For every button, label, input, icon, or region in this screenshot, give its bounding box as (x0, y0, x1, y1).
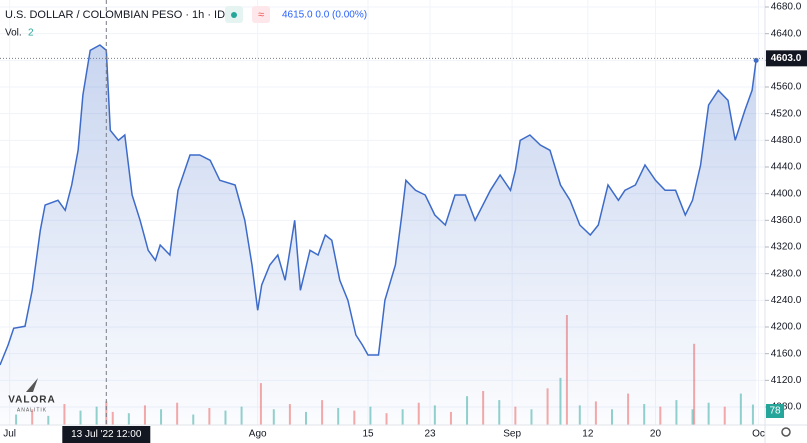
watermark-text: VALORA (8, 395, 55, 406)
last-price-bg (766, 50, 807, 67)
icon: ≈ (258, 9, 264, 21)
axes: 4080.0 4120.0 4160.0 4200.0 4240.0 4280.0 4320… (3, 2, 807, 443)
x-tick-label: 23 (424, 429, 436, 440)
y-tick-label: 4280.0 (771, 268, 802, 279)
x-tick-label: 12 (582, 429, 594, 440)
watermark: VALORA ANALITIK (8, 378, 55, 413)
last-point (753, 57, 759, 63)
volume-label: Vol. (5, 28, 22, 39)
quote: 4615.0 0.0 (0.00%) (282, 10, 367, 21)
x-tick-label: Jul (3, 429, 16, 440)
button[interactable] (252, 6, 270, 23)
crosshair-label: 13 Jul '22 12:00 (71, 429, 142, 440)
y-tick-label: 4320.0 (771, 242, 802, 253)
y-tick-label: 4560.0 (771, 82, 802, 93)
x-tick-label: Ago (249, 429, 267, 440)
watermark-subtext: ANALITIK (17, 407, 47, 413)
y-tick-label: 4240.0 (771, 295, 802, 306)
x-tick-label: 15 (362, 429, 374, 440)
area-fill (0, 45, 757, 425)
symbol-title: U.S. DOLLAR / COLOMBIAN PESO · 1h · IDC (5, 9, 233, 21)
gear[interactable] (781, 427, 791, 437)
status-dot (231, 12, 237, 18)
y-tick-label: 4160.0 (771, 348, 802, 359)
y-tick-label: 4680.0 (771, 2, 802, 13)
last-volume-label: 78 (769, 406, 781, 417)
crosshair-label-bg (62, 426, 151, 443)
plot (0, 0, 765, 425)
logo (26, 378, 38, 392)
header-buttons: ≈ (225, 6, 270, 23)
volume-value: 2 (28, 28, 34, 39)
x-tick-label: Oc (752, 429, 765, 440)
y-tick-label: 4480.0 (771, 135, 802, 146)
last-volume-bg (766, 404, 784, 418)
x-tick-label: 20 (650, 429, 662, 440)
y-tick-label: 4200.0 (771, 322, 802, 333)
y-tick-label: 4640.0 (771, 28, 802, 39)
last-price-label: 4603.0 (771, 53, 802, 64)
y-tick-label: 4400.0 (771, 188, 802, 199)
settings-icon[interactable] (781, 427, 791, 437)
y-tick-label: 4440.0 (771, 162, 802, 173)
price-line (0, 44, 757, 366)
y-tick-label: 4080.0 (771, 402, 802, 413)
y-tick-label: 4520.0 (771, 108, 802, 119)
x-tick-label: Sep (503, 429, 521, 440)
y-tick-label: 4360.0 (771, 215, 802, 226)
y-tick-label: 4120.0 (771, 375, 802, 386)
